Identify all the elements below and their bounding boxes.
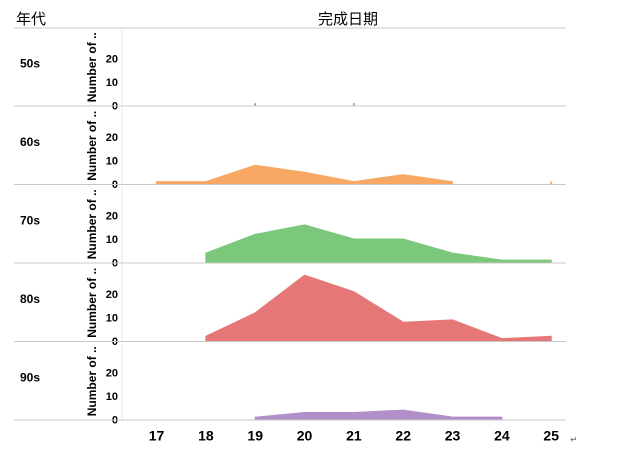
- x-tick-label: 21: [346, 428, 362, 444]
- y-tick-label: 10: [106, 156, 118, 168]
- data-bar: [254, 103, 256, 106]
- y-tick-label: 10: [106, 234, 118, 246]
- y-tick-label: 20: [106, 132, 118, 144]
- y-tick-label: 20: [106, 211, 118, 223]
- area-series-60s: [156, 164, 454, 185]
- y-tick-label: 10: [106, 391, 118, 403]
- y-axis-label: Number of ..: [85, 189, 99, 259]
- y-axis-label: Number of ..: [85, 111, 99, 181]
- row-label: 70s: [20, 213, 40, 227]
- row-label: 50s: [20, 56, 40, 70]
- x-tick-label: 18: [198, 428, 214, 444]
- y-tick-label: 20: [106, 54, 118, 66]
- x-tick-label: 19: [247, 428, 263, 444]
- area-series-80s: [205, 274, 552, 342]
- y-axis-label: Number of ..: [85, 346, 99, 416]
- y-tick-label: 10: [106, 313, 118, 325]
- x-tick-label: 24: [494, 428, 510, 444]
- row-label: 60s: [20, 135, 40, 149]
- area-series-70s: [205, 224, 552, 263]
- data-bar: [353, 103, 355, 106]
- area-series-90s: [254, 409, 503, 420]
- row-field-header: 年代: [16, 10, 46, 28]
- column-field-header: 完成日期: [318, 10, 378, 28]
- y-tick-label: 10: [106, 77, 118, 89]
- data-bar: [550, 181, 553, 184]
- paragraph-mark: ↵: [570, 435, 578, 445]
- row-label: 80s: [20, 292, 40, 306]
- y-tick-label: 20: [106, 289, 118, 301]
- x-tick-label: 17: [149, 428, 165, 444]
- x-tick-label: 23: [445, 428, 461, 444]
- y-axis-label: Number of ..: [85, 268, 99, 338]
- y-axis-label: Number of ..: [85, 32, 99, 102]
- row-label: 90s: [20, 370, 40, 384]
- x-tick-label: 25: [543, 428, 559, 444]
- y-tick-label: 20: [106, 368, 118, 380]
- x-tick-label: 20: [297, 428, 313, 444]
- x-tick-label: 22: [395, 428, 411, 444]
